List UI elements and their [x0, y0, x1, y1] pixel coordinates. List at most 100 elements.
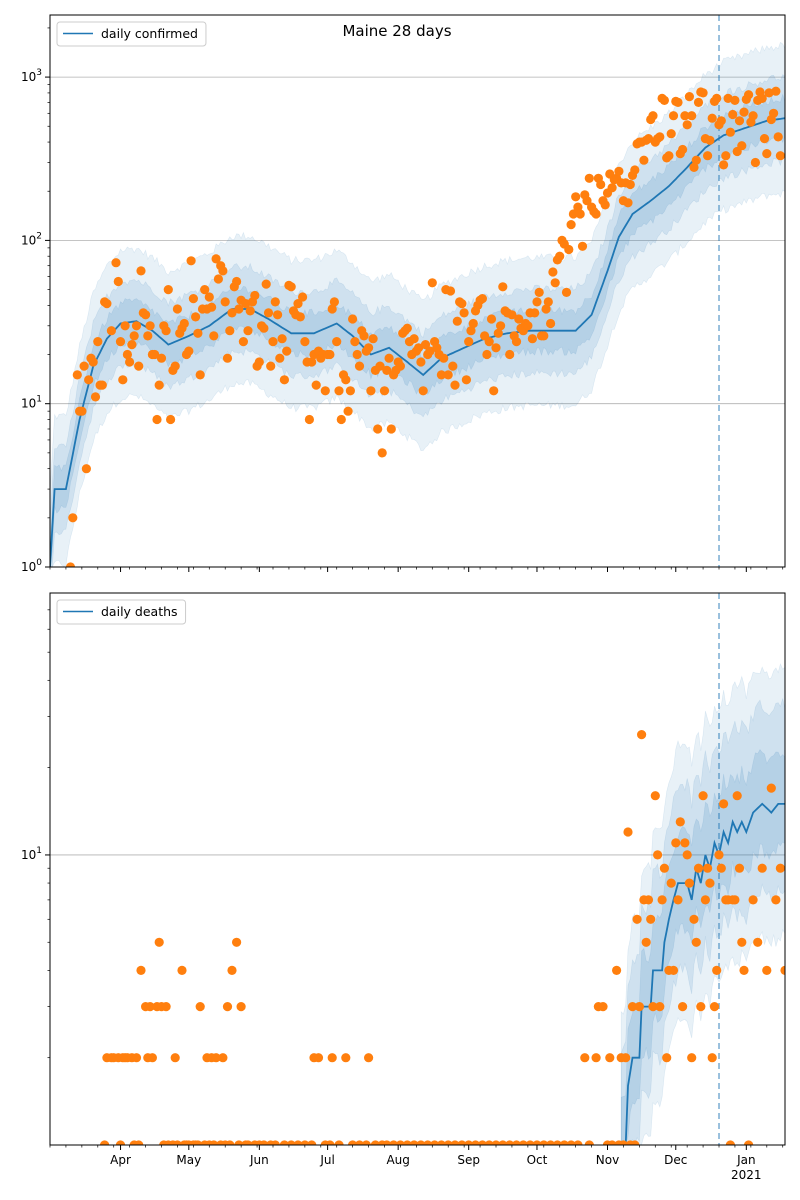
data-point: [525, 1140, 535, 1145]
data-point: [232, 937, 242, 947]
uncertainty-band-0: [50, 41, 785, 567]
data-point: [443, 1140, 453, 1145]
data-point: [693, 97, 704, 107]
data-point: [93, 337, 103, 347]
data-point: [186, 256, 196, 266]
data-point: [496, 321, 506, 331]
data-point: [234, 304, 244, 314]
data-point: [612, 965, 622, 976]
data-point: [270, 1140, 280, 1145]
data-point: [373, 424, 383, 434]
data-point: [131, 321, 142, 331]
data-point: [184, 346, 194, 356]
data-point: [527, 334, 538, 344]
data-point: [687, 1053, 697, 1063]
data-point: [377, 448, 387, 458]
data-point: [498, 282, 508, 292]
data-point: [286, 282, 296, 292]
data-point: [88, 357, 98, 367]
data-point: [507, 310, 517, 320]
data-point: [548, 267, 558, 277]
data-point: [227, 965, 237, 976]
data-point: [232, 276, 242, 287]
data-point: [152, 414, 162, 425]
data-point: [348, 314, 358, 324]
data-point: [511, 1140, 522, 1145]
data-point: [359, 331, 369, 341]
data-point: [643, 895, 654, 905]
data-point: [286, 1140, 296, 1145]
data-point: [666, 878, 676, 888]
data-point: [766, 783, 776, 793]
data-point: [313, 1053, 324, 1063]
data-point: [737, 937, 747, 947]
data-point: [327, 304, 337, 314]
data-point: [293, 299, 303, 309]
data-point: [279, 1140, 289, 1145]
data-point: [584, 173, 594, 183]
confirmed-legend: daily confirmed: [56, 21, 207, 47]
data-point: [425, 346, 435, 356]
y-tick-label: 101: [21, 846, 42, 862]
data-point: [659, 95, 670, 105]
data-point: [744, 1140, 754, 1145]
data-point: [518, 1140, 528, 1145]
data-point: [334, 386, 344, 396]
data-point: [730, 95, 740, 105]
data-point: [97, 380, 107, 390]
data-point: [607, 1140, 617, 1145]
data-point: [605, 1053, 615, 1063]
data-point: [600, 200, 610, 210]
data-point: [382, 365, 392, 375]
data-point: [491, 1140, 501, 1145]
data-point: [725, 1140, 735, 1145]
data-point: [115, 337, 126, 347]
confirmed-legend-label: daily confirmed: [101, 26, 198, 41]
data-point: [170, 361, 180, 371]
data-point: [684, 878, 695, 888]
data-point: [648, 1002, 658, 1012]
data-point: [100, 1140, 110, 1145]
data-point: [477, 1140, 487, 1145]
x-tick-label: Jun: [249, 1153, 269, 1167]
data-point: [575, 209, 585, 219]
data-point: [177, 965, 187, 976]
data-point: [637, 730, 647, 740]
confirmed-x-ticks: [49, 567, 784, 572]
data-point: [762, 149, 772, 159]
data-point: [222, 1002, 233, 1012]
data-point: [759, 134, 770, 144]
data-point: [546, 318, 556, 329]
data-point: [532, 1140, 542, 1145]
data-point: [430, 1140, 440, 1145]
x-tick-label: Sep: [457, 1153, 480, 1167]
data-point: [268, 337, 278, 347]
x-tick-label: Aug: [386, 1153, 409, 1167]
data-point: [700, 895, 711, 905]
data-point: [470, 1140, 481, 1145]
data-point: [279, 375, 289, 385]
data-point: [505, 349, 515, 360]
data-point: [744, 90, 754, 100]
data-point: [350, 337, 360, 347]
data-point: [573, 1140, 583, 1145]
data-point: [213, 274, 223, 284]
data-point: [154, 380, 164, 390]
data-point: [630, 1140, 640, 1145]
data-point: [136, 965, 146, 976]
data-point: [163, 285, 173, 295]
data-point: [682, 120, 692, 130]
data-point: [345, 386, 355, 396]
data-point: [771, 895, 781, 905]
data-point: [90, 392, 101, 402]
data-point: [775, 151, 785, 161]
data-point: [748, 895, 758, 905]
data-point: [334, 1140, 344, 1145]
confirmed-panel: 100 101 102 103 Maine 28 days daily confirm…: [21, 14, 786, 574]
deaths-y-ticks: 101: [21, 609, 50, 1059]
data-point: [439, 353, 449, 363]
data-point: [436, 370, 446, 380]
data-point: [634, 1002, 645, 1012]
data-point: [707, 113, 717, 123]
